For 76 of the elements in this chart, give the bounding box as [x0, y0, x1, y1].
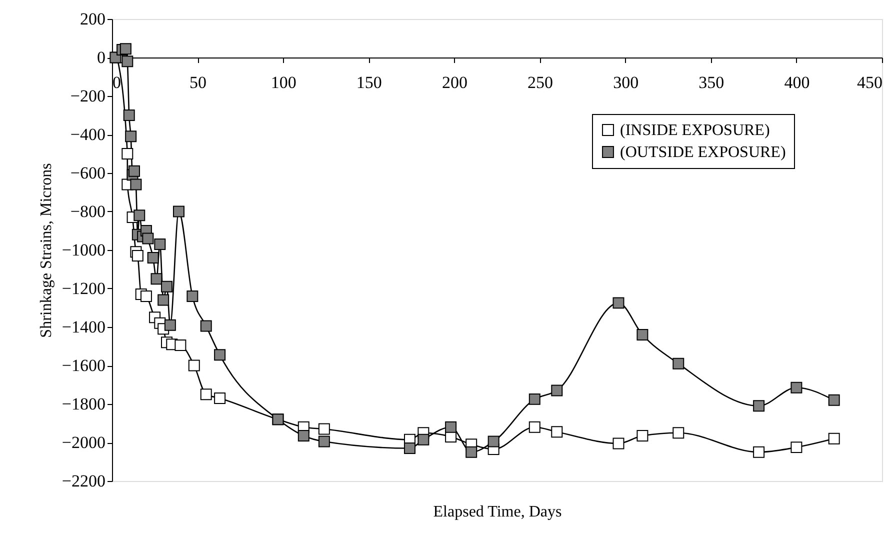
point — [828, 394, 840, 406]
point — [753, 400, 765, 412]
point — [172, 206, 184, 218]
legend-label: (INSIDE EXPOSURE) — [620, 122, 770, 139]
point — [445, 421, 457, 433]
point — [150, 273, 162, 285]
y-tick-label: −200 — [70, 86, 106, 106]
y-tick-label: −1200 — [62, 279, 106, 298]
point — [140, 290, 152, 302]
point — [488, 436, 500, 448]
point — [188, 360, 200, 372]
point — [551, 426, 563, 438]
point — [130, 178, 142, 190]
point — [158, 294, 170, 306]
point — [551, 384, 563, 396]
y-tick-label: −800 — [70, 202, 106, 221]
point — [753, 446, 765, 458]
point — [122, 56, 134, 68]
point — [122, 148, 134, 160]
point — [214, 392, 226, 404]
point — [123, 110, 135, 121]
point — [142, 232, 154, 244]
x-tick-label: 100 — [270, 73, 296, 92]
point — [161, 280, 172, 292]
point — [125, 130, 137, 142]
point — [318, 436, 330, 448]
point — [128, 165, 140, 177]
point — [318, 423, 330, 435]
point — [636, 328, 648, 340]
point — [200, 320, 212, 332]
y-tick-label: −1000 — [62, 240, 106, 260]
legend-label: (OUTSIDE EXPOSURE) — [620, 144, 786, 161]
point — [612, 297, 624, 309]
point — [120, 43, 132, 55]
point — [672, 427, 684, 439]
point — [790, 442, 802, 454]
y-tick-label: −1400 — [62, 318, 106, 336]
point — [404, 442, 416, 454]
x-axis-title: Elapsed Time, Days — [433, 504, 562, 520]
y-tick-label: 200 — [80, 10, 106, 28]
x-tick-label: 400 — [784, 73, 810, 92]
point — [147, 252, 159, 264]
y-tick-label: −1600 — [62, 356, 106, 375]
y-tick-label: −2200 — [62, 472, 106, 490]
point — [612, 438, 624, 450]
y-tick-label: 0 — [97, 48, 106, 67]
point — [528, 421, 540, 433]
x-tick-label: 0 — [112, 73, 121, 92]
point — [672, 358, 684, 370]
point — [186, 290, 198, 302]
x-tick-label: 450 — [857, 73, 882, 92]
point — [828, 432, 840, 444]
point — [164, 319, 176, 331]
point — [418, 434, 430, 446]
point — [528, 393, 540, 405]
point — [134, 210, 146, 222]
x-tick-label: 350 — [698, 73, 724, 92]
point — [790, 382, 802, 394]
x-tick-label: 50 — [190, 73, 207, 92]
x-tick-label: 300 — [613, 73, 639, 92]
x-tick-label: 150 — [356, 73, 382, 92]
point — [132, 250, 144, 262]
point — [298, 430, 310, 442]
point — [214, 349, 226, 361]
y-tick-label: −400 — [70, 125, 106, 144]
x-tick-label: 200 — [442, 73, 468, 92]
point — [466, 446, 478, 458]
point — [154, 238, 166, 250]
point — [200, 388, 212, 400]
point — [174, 340, 186, 352]
point — [636, 430, 648, 442]
y-tick-label: −600 — [70, 164, 106, 182]
x-tick-label: 250 — [528, 73, 554, 92]
y-tick-label: −2000 — [62, 433, 106, 452]
y-tick-label: −1800 — [62, 394, 106, 414]
y-axis-title: Shrinkage Strains, Microns — [38, 163, 55, 338]
